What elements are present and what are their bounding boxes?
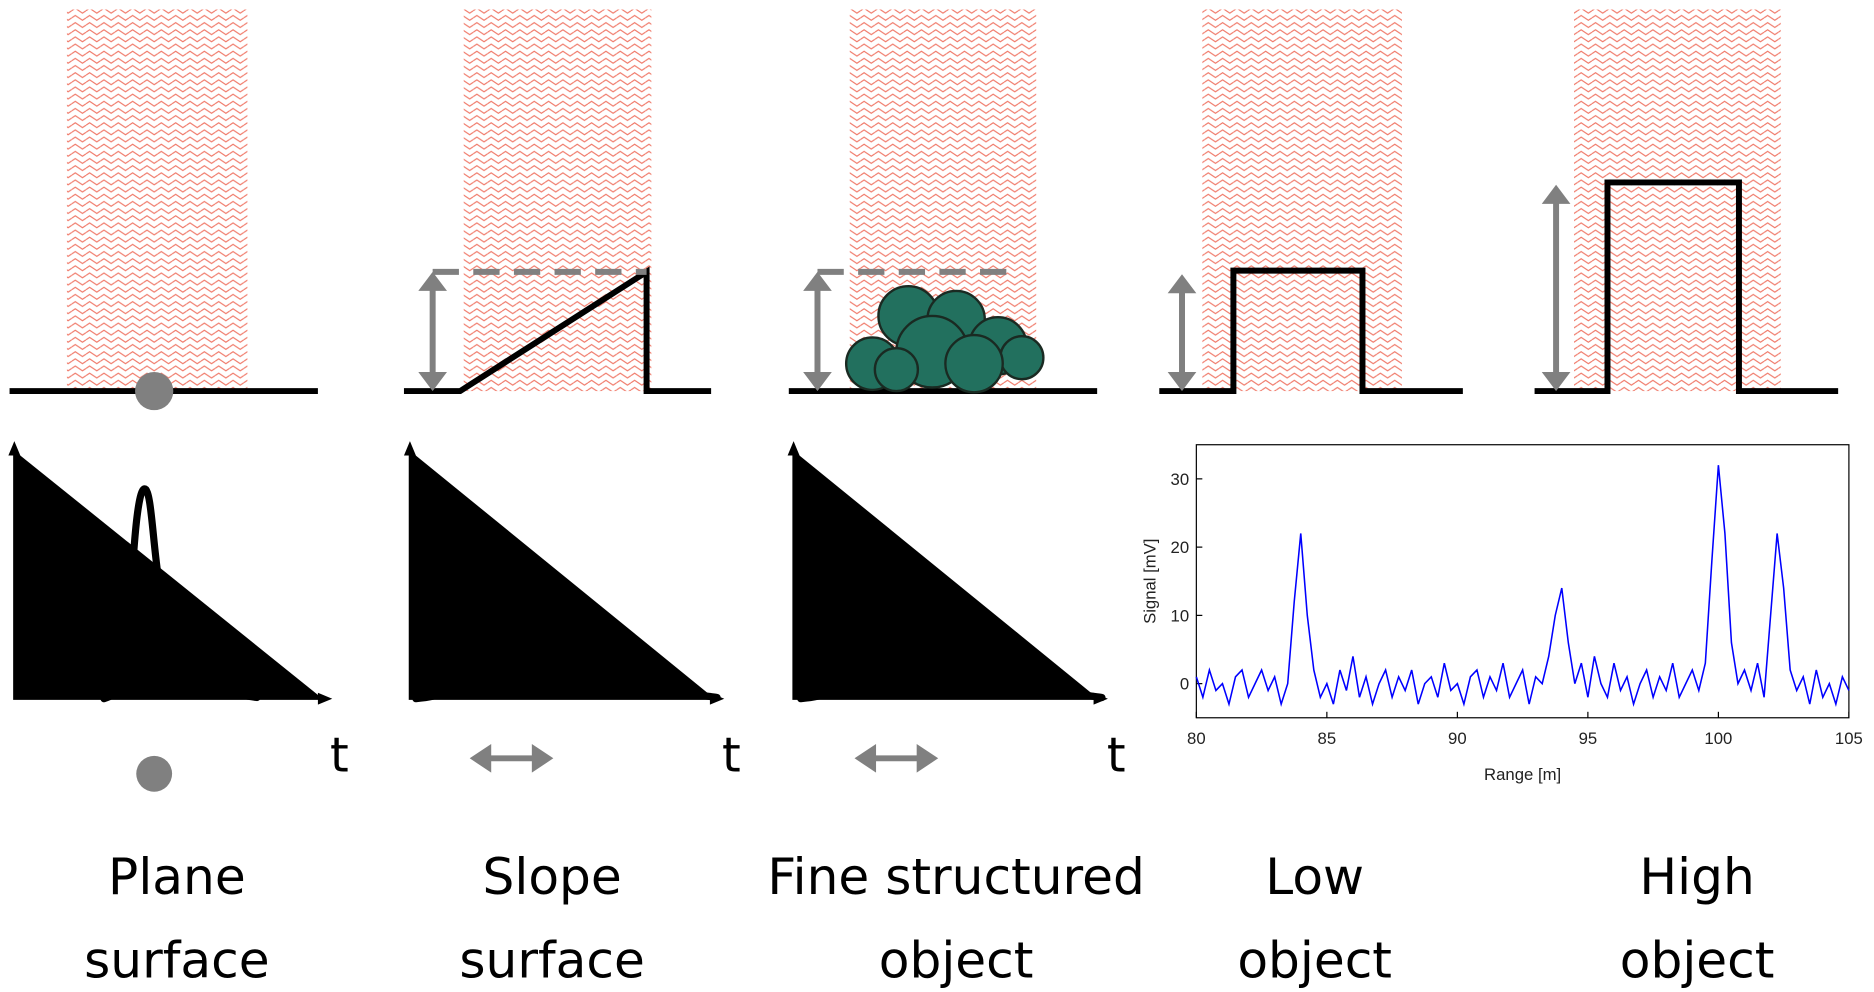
y-tick-label: 20 <box>1171 538 1190 557</box>
signal-line <box>1195 465 1850 708</box>
beam <box>66 9 248 392</box>
panel-label: High <box>1639 847 1754 906</box>
point-target <box>135 372 174 411</box>
surface <box>1534 179 1839 395</box>
footprint <box>136 755 173 792</box>
waveform-axes <box>8 441 1108 705</box>
panel-label: object <box>879 931 1034 990</box>
beam <box>463 9 652 392</box>
panel-label: Fine structured <box>767 847 1144 906</box>
height-markers <box>418 184 1571 773</box>
y-tick-label: 10 <box>1171 606 1190 625</box>
x-tick-label: 95 <box>1579 729 1598 748</box>
surface <box>1159 267 1463 395</box>
time-label: t <box>722 728 741 783</box>
x-axis-label: Range [m] <box>1484 765 1561 784</box>
panel-label: object <box>1237 931 1392 990</box>
panel-label: Slope <box>483 847 622 906</box>
time-label: t <box>330 728 349 783</box>
time-label: t <box>1107 728 1126 783</box>
waveforms <box>100 485 1106 703</box>
y-tick-label: 30 <box>1171 470 1190 489</box>
panel-label: object <box>1620 931 1775 990</box>
panel-label: Plane <box>108 847 246 906</box>
bush <box>844 284 1045 394</box>
x-tick-label: 105 <box>1835 729 1863 748</box>
panel-labels: Plane surface Slope surface Fine structu… <box>84 847 1774 989</box>
x-tick-label: 90 <box>1448 729 1467 748</box>
plot-frame <box>1195 444 1850 719</box>
x-tick-label: 100 <box>1704 729 1732 748</box>
panel-label: surface <box>84 931 269 990</box>
y-tick-label: 0 <box>1180 675 1189 694</box>
x-tick-label: 80 <box>1187 729 1206 748</box>
y-axis-label: Signal [mV] <box>1141 539 1160 624</box>
x-tick-label: 85 <box>1318 729 1337 748</box>
panel-label: Low <box>1265 847 1364 906</box>
signal-chart: 80 85 90 95 100 105 0 10 20 30 Range [m] Signal [mV… <box>1141 444 1863 784</box>
panel-label: surface <box>459 931 644 990</box>
